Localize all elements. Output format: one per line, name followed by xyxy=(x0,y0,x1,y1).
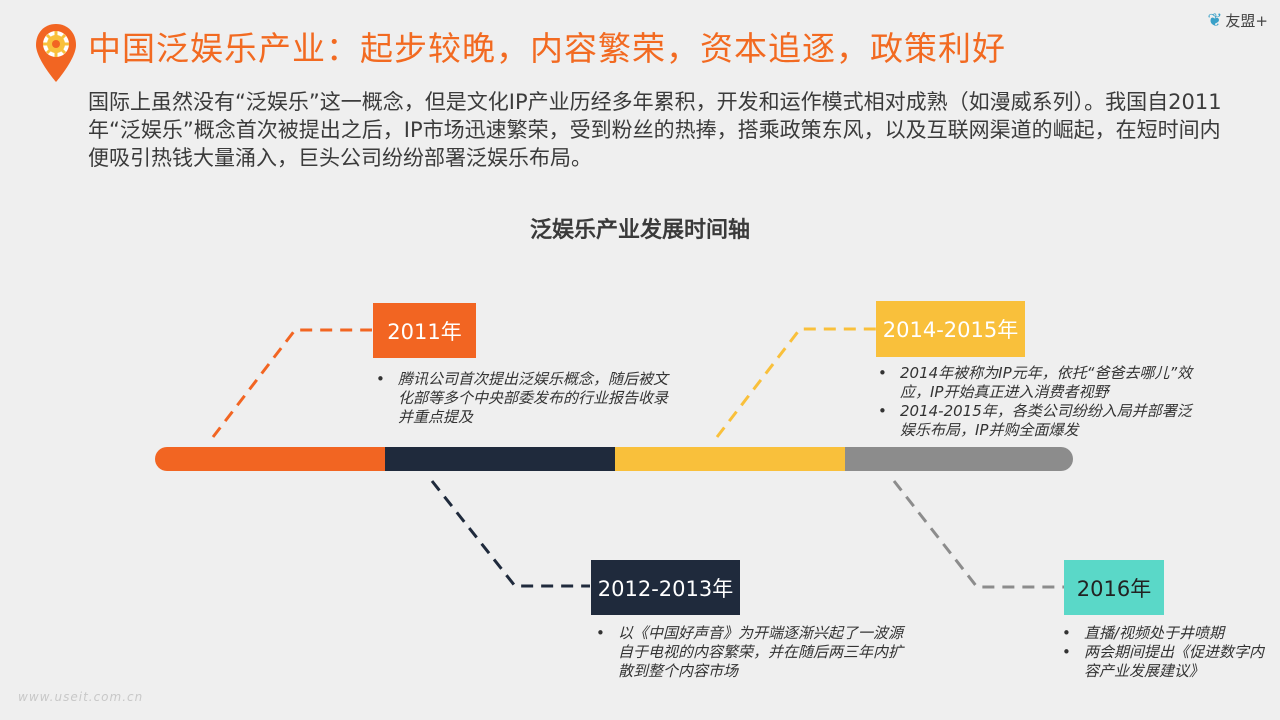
bar-segment-2016 xyxy=(845,447,1073,471)
event-box-2011: 2011年 xyxy=(373,303,476,358)
page-title: 中国泛娱乐产业：起步较晚，内容繁荣，资本追逐，政策利好 xyxy=(88,29,1006,68)
event-box-2012-2013: 2012-2013年 xyxy=(591,560,740,615)
connector-2014-2015 xyxy=(715,327,876,438)
bar-segment-2014-2015 xyxy=(615,447,845,471)
bar-segment-2011 xyxy=(155,447,385,471)
note-item: 2014-2015年，各类公司纷纷入局并部署泛娱乐布局，IP并购全面爆发 xyxy=(874,402,1194,440)
notes-2011: 腾讯公司首次提出泛娱乐概念，随后被文化部等多个中央部委发布的行业报告收录并重点提… xyxy=(372,370,672,427)
map-pin-gear-icon xyxy=(36,24,76,82)
timeline-title: 泛娱乐产业发展时间轴 xyxy=(529,218,750,243)
connector-2012-2013 xyxy=(430,480,590,588)
note-item: 两会期间提出《促进数字内容产业发展建议》 xyxy=(1058,643,1268,681)
watermark: www.useit.com.cn xyxy=(18,690,144,704)
bar-segment-2012-2013 xyxy=(385,447,615,471)
leaf-icon: ❦ xyxy=(1207,10,1223,31)
notes-2016: 直播/视频处于井喷期 两会期间提出《促进数字内容产业发展建议》 xyxy=(1058,624,1268,681)
event-box-2014-2015: 2014-2015年 xyxy=(876,301,1025,357)
note-item: 以《中国好声音》为开端逐渐兴起了一波源自于电视的内容繁荣，并在随后两三年内扩散到… xyxy=(592,624,912,681)
connector-2016 xyxy=(892,480,1064,589)
notes-2014-2015: 2014年被称为IP元年，依托“爸爸去哪儿”效应，IP开始真正进入消费者视野 2… xyxy=(874,364,1194,440)
note-item: 2014年被称为IP元年，依托“爸爸去哪儿”效应，IP开始真正进入消费者视野 xyxy=(874,364,1194,402)
connector-2011 xyxy=(211,328,372,438)
note-item: 直播/视频处于井喷期 xyxy=(1058,624,1268,643)
intro-paragraph: 国际上虽然没有“泛娱乐”这一概念，但是文化IP产业历经多年累积，开发和运作模式相… xyxy=(88,90,1222,170)
note-item: 腾讯公司首次提出泛娱乐概念，随后被文化部等多个中央部委发布的行业报告收录并重点提… xyxy=(372,370,672,427)
logo-text: 友盟+ xyxy=(1225,12,1268,30)
notes-2012-2013: 以《中国好声音》为开端逐渐兴起了一波源自于电视的内容繁荣，并在随后两三年内扩散到… xyxy=(592,624,912,681)
umeng-logo: ❦ 友盟+ xyxy=(1207,10,1268,31)
event-box-2016: 2016年 xyxy=(1064,560,1164,615)
